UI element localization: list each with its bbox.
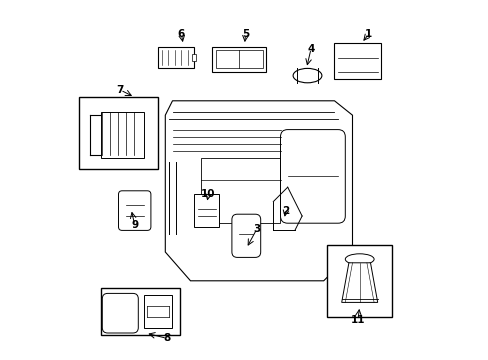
FancyBboxPatch shape bbox=[231, 214, 260, 257]
FancyBboxPatch shape bbox=[280, 130, 345, 223]
Text: 10: 10 bbox=[201, 189, 215, 199]
Text: 4: 4 bbox=[307, 44, 314, 54]
Bar bbox=[192, 54, 196, 61]
Bar bbox=[212, 47, 265, 72]
Text: 2: 2 bbox=[282, 206, 289, 216]
FancyBboxPatch shape bbox=[102, 293, 138, 333]
Polygon shape bbox=[165, 101, 352, 281]
Text: 5: 5 bbox=[242, 29, 249, 39]
Bar bbox=[158, 47, 194, 68]
FancyBboxPatch shape bbox=[118, 191, 151, 230]
Text: 11: 11 bbox=[350, 315, 365, 325]
Text: 1: 1 bbox=[365, 29, 371, 39]
Text: 7: 7 bbox=[116, 85, 124, 95]
Text: 9: 9 bbox=[131, 220, 138, 230]
Text: 6: 6 bbox=[178, 29, 185, 39]
Polygon shape bbox=[341, 263, 377, 302]
Bar bbox=[201, 158, 280, 223]
Bar bbox=[215, 50, 262, 68]
Bar bbox=[79, 97, 158, 169]
Bar bbox=[101, 112, 143, 158]
Ellipse shape bbox=[292, 68, 321, 83]
Text: 8: 8 bbox=[163, 333, 170, 343]
Ellipse shape bbox=[345, 254, 373, 265]
Bar bbox=[101, 288, 179, 335]
Bar bbox=[334, 43, 381, 79]
Bar bbox=[326, 245, 391, 317]
Bar bbox=[143, 295, 172, 328]
Text: 3: 3 bbox=[253, 224, 260, 234]
Bar bbox=[194, 194, 219, 227]
